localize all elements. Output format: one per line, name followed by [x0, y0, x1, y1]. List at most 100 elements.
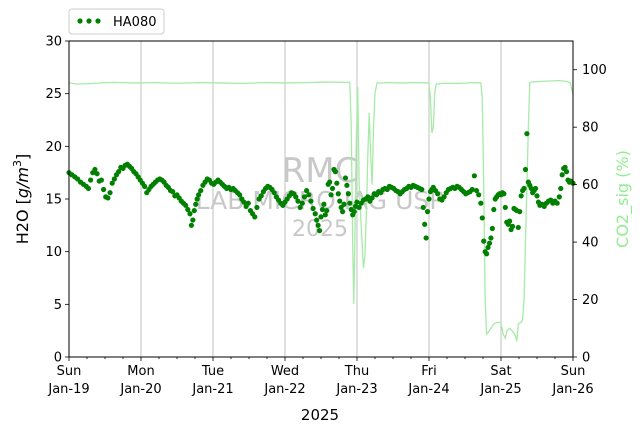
h2o-point [193, 201, 199, 207]
h2o-point [188, 222, 194, 228]
x-tick-label-date: Jan-26 [551, 382, 593, 397]
h2o-point [369, 195, 375, 201]
h2o-point [109, 180, 115, 186]
x-tick-label-date: Jan-23 [335, 382, 377, 397]
h2o-point [191, 207, 197, 214]
h2o-point [517, 209, 523, 215]
h2o-point [563, 169, 570, 175]
h2o-point [484, 251, 490, 257]
h2o-point [473, 187, 480, 194]
h2o-point [271, 190, 277, 196]
h2o-point [476, 192, 482, 198]
h2o-point [441, 194, 447, 200]
h2o-point [558, 185, 564, 192]
h2o-point [422, 221, 428, 227]
h2o-point [314, 217, 320, 223]
h2o-point [502, 204, 508, 211]
h2o-point [342, 175, 349, 181]
legend-marker [86, 18, 92, 24]
h2o-point [471, 173, 477, 179]
y2-tick-label: 60 [582, 178, 599, 193]
h2o-point [507, 218, 513, 224]
h2o-point [324, 207, 330, 214]
h2o-point [509, 223, 516, 229]
y-label-part-3: 3 [11, 160, 24, 167]
h2o-point [322, 212, 328, 218]
h2o-point [344, 182, 350, 188]
h2o-point [92, 166, 98, 173]
h2o-point [254, 204, 260, 211]
co2-line [68, 79, 574, 342]
x-tick-label-day: Tue [201, 364, 224, 379]
x-tick-label-date: Jan-21 [191, 382, 233, 397]
h2o-point [170, 189, 176, 195]
y-label-part-1: H2O [ [13, 198, 32, 244]
h2o-point [489, 225, 495, 232]
h2o-point [301, 194, 308, 200]
co2-series [68, 79, 574, 342]
h2o-point [420, 204, 426, 211]
h2o-point [426, 196, 432, 202]
y-tick-label: 25 [45, 87, 62, 102]
h2o-point [258, 193, 264, 199]
h2o-point [329, 185, 336, 192]
h2o-point [241, 199, 247, 205]
y2-tick-label: 20 [582, 293, 599, 308]
h2o-point [321, 201, 327, 207]
x-axis-label: 2025 [301, 406, 339, 424]
h2o-point [351, 209, 357, 215]
h2o-point [423, 235, 429, 241]
h2o-point [318, 214, 324, 220]
h2o-point [435, 191, 441, 197]
h2o-point [354, 199, 360, 205]
h2o-point [94, 171, 100, 177]
h2o-point [365, 194, 371, 200]
x-tick-label-date: Jan-24 [407, 382, 449, 397]
h2o-point [488, 235, 494, 241]
h2o-point [252, 214, 258, 220]
h2o-point [100, 186, 107, 193]
h2o-point [85, 185, 92, 192]
h2o-point [486, 240, 493, 246]
h2o-point [419, 186, 425, 193]
y-tick-label: 30 [45, 35, 62, 50]
h2o-point [337, 198, 343, 204]
h2o-point [485, 244, 491, 251]
h2o-point [332, 169, 338, 175]
h2o-point [556, 194, 562, 200]
h2o-point [347, 200, 353, 206]
h2o-point [424, 209, 431, 215]
legend-box [68, 8, 165, 35]
y-label-part-2: g/m [13, 167, 32, 198]
legend-marker [95, 18, 101, 24]
legend-label: HA080 [113, 15, 156, 30]
h2o-point [501, 191, 507, 197]
h2o-point [478, 200, 484, 206]
h2o-point [297, 204, 303, 211]
h2o-point [88, 177, 94, 183]
h2o-point [196, 192, 202, 198]
y-axis-label: H2O [g/m3] [11, 154, 32, 245]
h2o-point [334, 180, 340, 186]
h2o-point [518, 193, 524, 199]
x-tick-label-date: Jan-20 [119, 382, 161, 397]
h2o-point [524, 131, 530, 137]
x-tick-label-day: Fri [421, 364, 437, 379]
h2o-point [98, 177, 104, 183]
h2o-point [310, 205, 316, 212]
h2o-point [319, 206, 326, 213]
h2o-point [304, 187, 310, 194]
y2-tick-label: 40 [582, 236, 599, 251]
y2-tick-label: 100 [582, 63, 607, 78]
h2o-point [105, 195, 111, 201]
h2o-point [341, 201, 347, 207]
h2o-point [345, 191, 351, 197]
y-axis-right: 0 20 40 60 80 100 [573, 63, 607, 366]
h2o-point [340, 209, 346, 215]
h2o-point [481, 238, 487, 244]
h2o-point [515, 224, 521, 231]
h2o-point [491, 206, 497, 213]
h2o-point [521, 185, 527, 192]
y-tick-label: 0 [54, 351, 62, 366]
h2o-point [328, 192, 334, 198]
